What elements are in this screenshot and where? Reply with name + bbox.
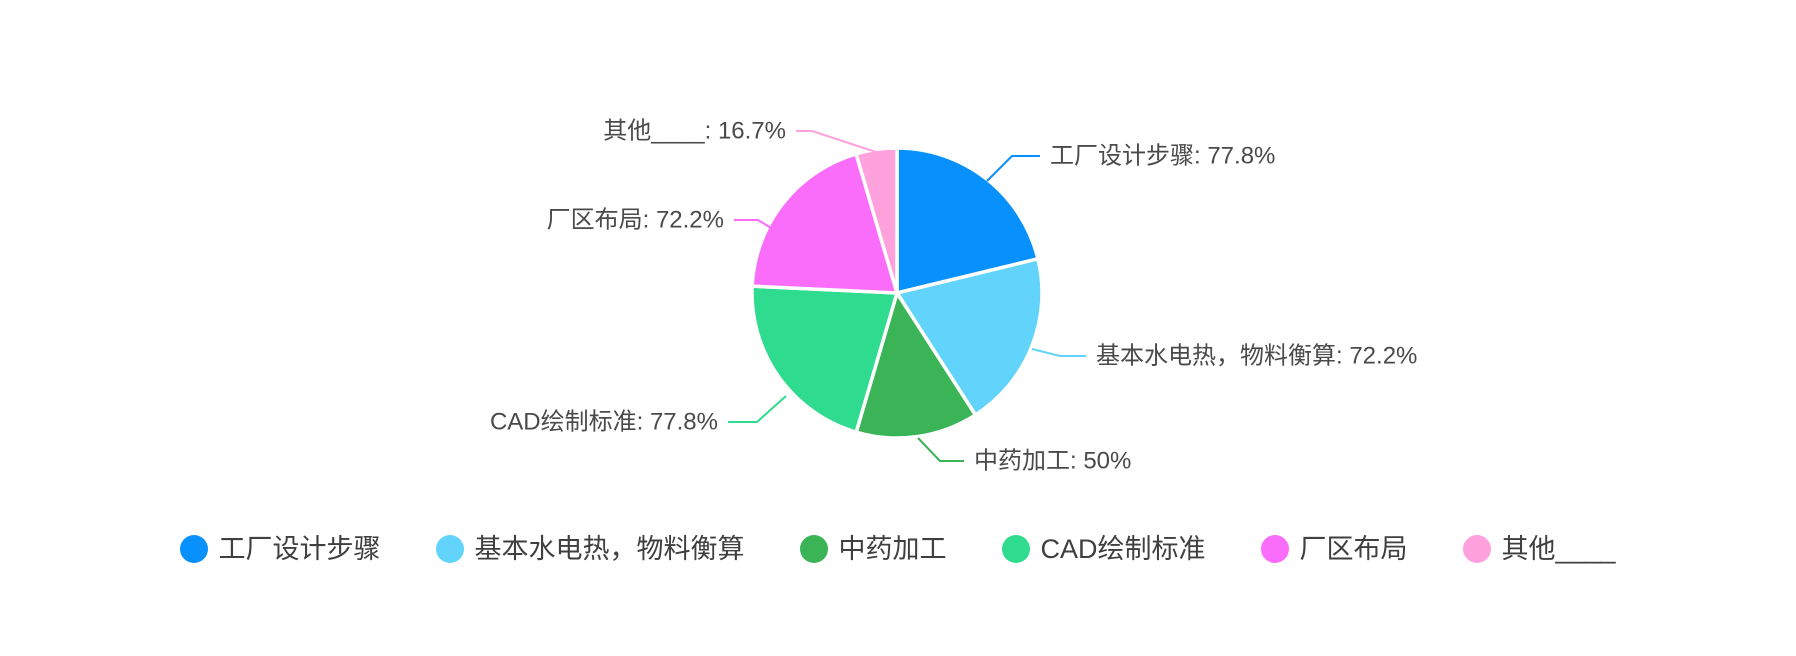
legend-swatch-icon (1261, 535, 1290, 563)
chart-legend: 工厂设计步骤 基本水电热，物料衡算 中药加工 CAD绘制标准 厂区布局 其他____ (0, 530, 1796, 568)
slice-label-4: 厂区布局: 72.2% (547, 207, 724, 234)
pie-slice-4[interactable] (750, 152, 899, 295)
label-line-2 (917, 437, 964, 462)
slice-label-2: 中药加工: 50% (974, 448, 1131, 475)
label-line-1 (1031, 348, 1086, 357)
legend-swatch-icon (1002, 535, 1031, 563)
legend-item-5[interactable]: 其他____ (1463, 530, 1616, 568)
label-line-4 (734, 219, 787, 238)
legend-label: 工厂设计步骤 (218, 534, 381, 564)
pie-slice-2[interactable] (854, 291, 978, 440)
legend-swatch-icon (800, 535, 829, 563)
slice-label-5: 其他____: 16.7% (603, 118, 786, 145)
label-line-0 (986, 155, 1040, 182)
legend-item-0[interactable]: 工厂设计步骤 (180, 530, 380, 568)
legend-label: 基本水电热，物料衡算 (474, 534, 745, 564)
legend-item-2[interactable]: 中药加工 (800, 530, 946, 568)
pie-slice-5[interactable] (854, 146, 899, 295)
legend-label: CAD绘制标准 (1040, 534, 1206, 564)
legend-label: 厂区布局 (1299, 534, 1408, 564)
legend-swatch-icon (436, 535, 465, 563)
slice-label-1: 基本水电热，物料衡算: 72.2% (1096, 343, 1417, 370)
label-line-3 (728, 395, 787, 423)
legend-label: 其他____ (1501, 534, 1616, 564)
slice-label-3: CAD绘制标准: 77.8% (490, 409, 718, 436)
legend-swatch-icon (180, 535, 209, 563)
legend-swatch-icon (1463, 535, 1492, 563)
label-line-5 (796, 130, 877, 153)
legend-item-3[interactable]: CAD绘制标准 (1002, 530, 1205, 568)
pie-slice-3[interactable] (750, 284, 899, 434)
legend-item-4[interactable]: 厂区布局 (1261, 530, 1407, 568)
slice-label-0: 工厂设计步骤: 77.8% (1050, 143, 1275, 170)
pie-slice-0[interactable] (895, 146, 1040, 295)
pie-slice-1[interactable] (895, 257, 1044, 417)
legend-label: 中药加工 (838, 534, 947, 564)
legend-item-1[interactable]: 基本水电热，物料衡算 (436, 530, 744, 568)
